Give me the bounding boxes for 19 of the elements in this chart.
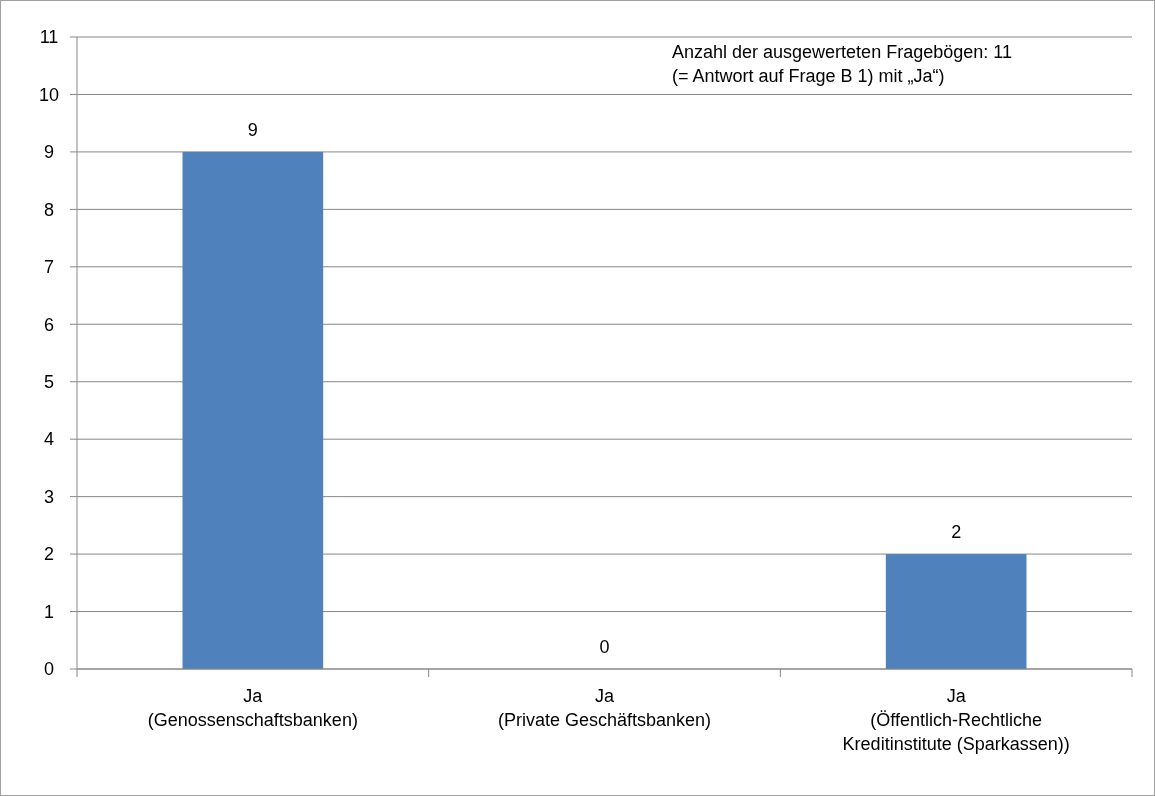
x-tick-label: Ja (Öffentlich-Rechtliche Kreditinstitute (Sparkassen)) [842,686,1070,754]
data-label: 2 [951,522,962,543]
y-tick-label: 6 [43,314,55,335]
y-tick-label: 0 [43,659,55,680]
y-tick-label: 10 [38,84,60,105]
x-tick-label: Ja (Genossenschaftsbanken) [147,686,358,730]
y-tick-label: 11 [39,27,59,48]
annotation: Anzahl der ausgewerteten Fragebögen: 11 (= Antwort auf Frage B 1) mit „Ja“) [672,42,1012,86]
data-label: 0 [599,637,610,657]
y-tick-label: 1 [43,601,55,622]
y-tick-label: 5 [43,372,55,393]
y-tick-label: 9 [43,142,55,163]
data-label: 9 [247,119,258,140]
x-tick-label: Ja (Private Geschäftsbanken) [497,686,712,730]
y-tick-label: 2 [43,544,55,565]
y-tick-label: 3 [43,486,55,507]
y-tick-label: 8 [43,199,55,220]
y-tick-label: 7 [43,257,55,278]
y-tick-label: 4 [43,429,55,450]
